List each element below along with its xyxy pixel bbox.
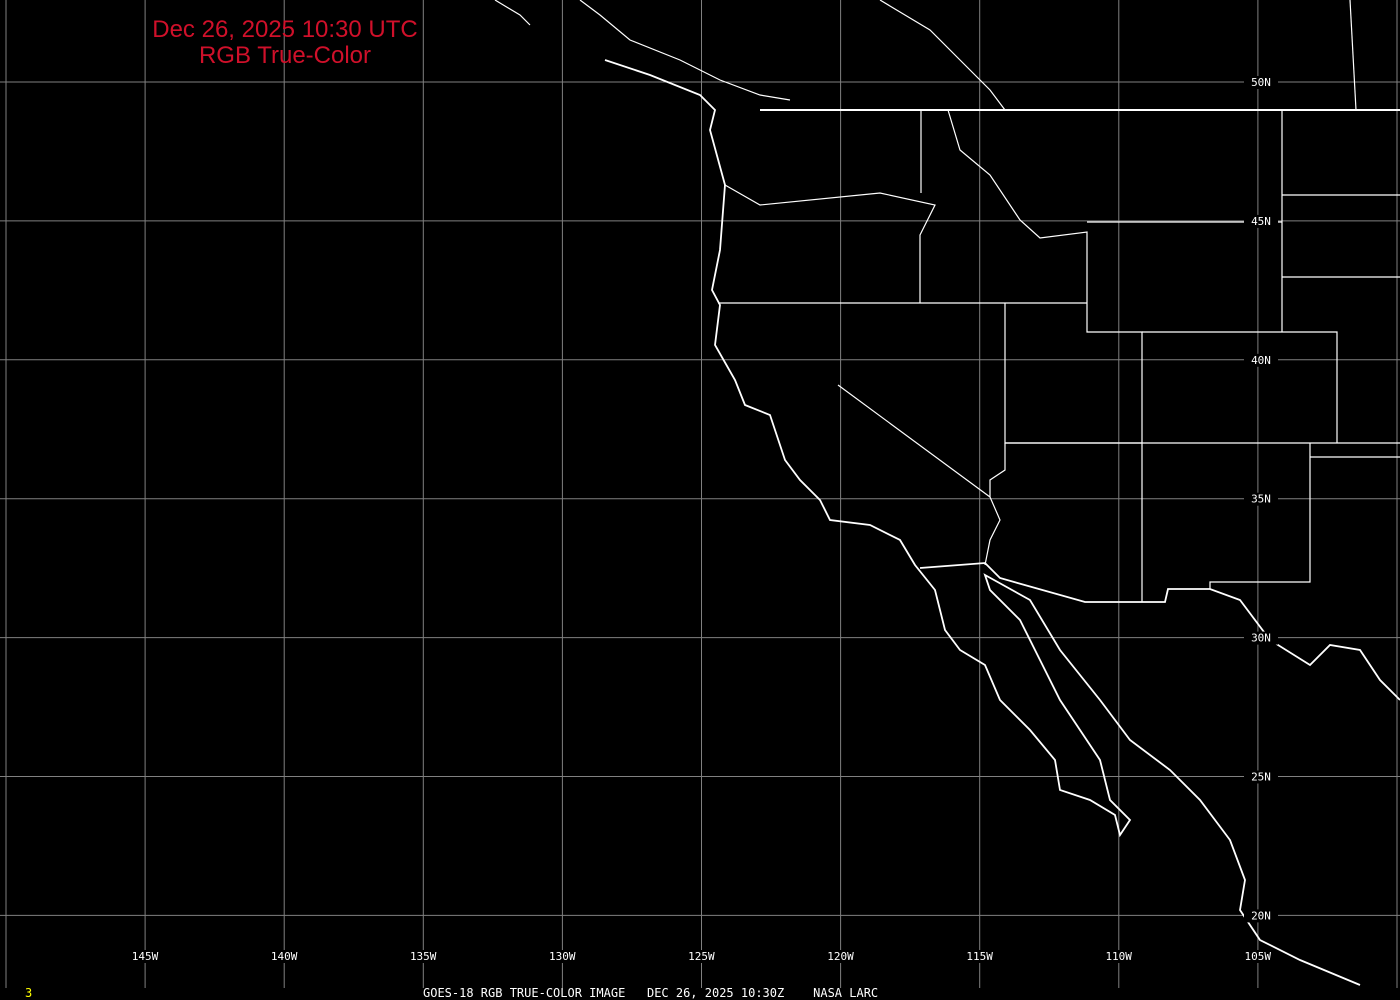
latitude-label: 25N [1251,771,1271,784]
longitude-label: 110W [1105,950,1132,963]
latitude-label: 45N [1251,215,1271,228]
latitude-label: 50N [1251,76,1271,89]
longitude-label: 120W [827,950,854,963]
colorado-border [1142,331,1338,443]
bc-coast [494,0,531,26]
bc-alberta-border [879,0,1006,111]
idaho-montana-border [947,109,1143,444]
longitude-label: 135W [410,950,437,963]
nevada-east-border [984,443,1006,566]
bc-coast-2 [579,0,791,101]
longitude-label: 115W [966,950,993,963]
latitude-label: 35N [1251,493,1271,506]
longitude-label: 105W [1245,950,1272,963]
title-datetime: Dec 26, 2025 10:30 UTC [152,16,418,43]
title-product: RGB True-Color [198,42,372,69]
latitude-label: 30N [1251,632,1271,645]
canada-province-border [1349,0,1357,111]
ca-nv-diagonal [837,384,991,498]
grid-labels: 145W 140W 135W 130W 125W 120W 115W 110W 105W 50N 4… [129,76,1278,963]
longitude-label: 125W [688,950,715,963]
longitude-label: 130W [549,950,576,963]
pacific-coastline [604,59,1361,986]
longitude-label: 145W [132,950,159,963]
frame-number: 3 [25,986,33,1000]
latitude-label: 40N [1251,354,1271,367]
nm-east-border [1209,443,1311,589]
wa-or-border [724,184,936,303]
image-caption: GOES-18 RGB TRUE-COLOR IMAGE DEC 26, 202… [423,986,879,1000]
longitude-label: 140W [271,950,298,963]
boundaries [494,0,1400,986]
latitude-label: 20N [1251,909,1271,922]
mexico-us-border [919,562,1400,701]
